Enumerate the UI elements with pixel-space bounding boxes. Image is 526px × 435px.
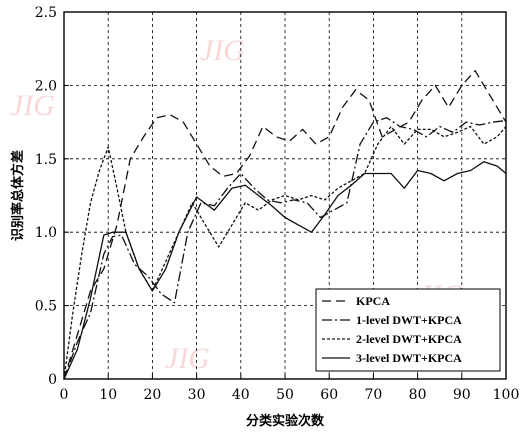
series-line: [63, 70, 507, 380]
legend-label: KPCA: [356, 294, 390, 308]
series-layer: [63, 70, 507, 380]
legend-box: [315, 288, 501, 372]
y-tick-label: 1.0: [35, 225, 57, 241]
legend-label: 1-level DWT+KPCA: [356, 313, 462, 327]
legend: KPCA 1-level DWT+KPCA 2-level DWT+KPCA 3-le…: [315, 288, 501, 372]
x-tick-label: 50: [276, 387, 294, 403]
watermark-text: JIG: [165, 342, 210, 375]
y-tick-label: 2.0: [35, 78, 57, 94]
series-line: [63, 117, 507, 380]
x-tick-label: 0: [60, 387, 69, 403]
y-tick-label: 0: [48, 372, 57, 388]
y-tick-label: 2.5: [35, 5, 57, 21]
x-tick-label: 100: [493, 387, 520, 403]
x-tick-label: 70: [364, 387, 382, 403]
series-line: [63, 161, 507, 380]
x-tick-label: 80: [409, 387, 427, 403]
y-axis-title: 识别率总体方差: [10, 150, 26, 241]
legend-label: 3-level DWT+KPCA: [356, 351, 462, 365]
watermark-text: JIG: [10, 89, 55, 122]
x-axis-title: 分类实验次数: [246, 413, 325, 429]
legend-label: 2-level DWT+KPCA: [356, 332, 462, 346]
x-tick-label: 60: [320, 387, 338, 403]
x-tick-label: 90: [453, 387, 471, 403]
axis-ticks: 0 10 20 30 40 50 60 70 80 90 100 0 0.5 1.0 1.5 2.0 2.5: [35, 5, 520, 403]
x-tick-label: 30: [188, 387, 206, 403]
x-tick-label: 40: [232, 387, 250, 403]
watermark-text: JIG: [200, 34, 245, 67]
x-tick-label: 10: [99, 387, 117, 403]
y-tick-label: 0.5: [35, 299, 57, 315]
x-tick-label: 20: [143, 387, 161, 403]
grid-lines: [64, 12, 506, 379]
y-tick-label: 1.5: [35, 152, 57, 168]
